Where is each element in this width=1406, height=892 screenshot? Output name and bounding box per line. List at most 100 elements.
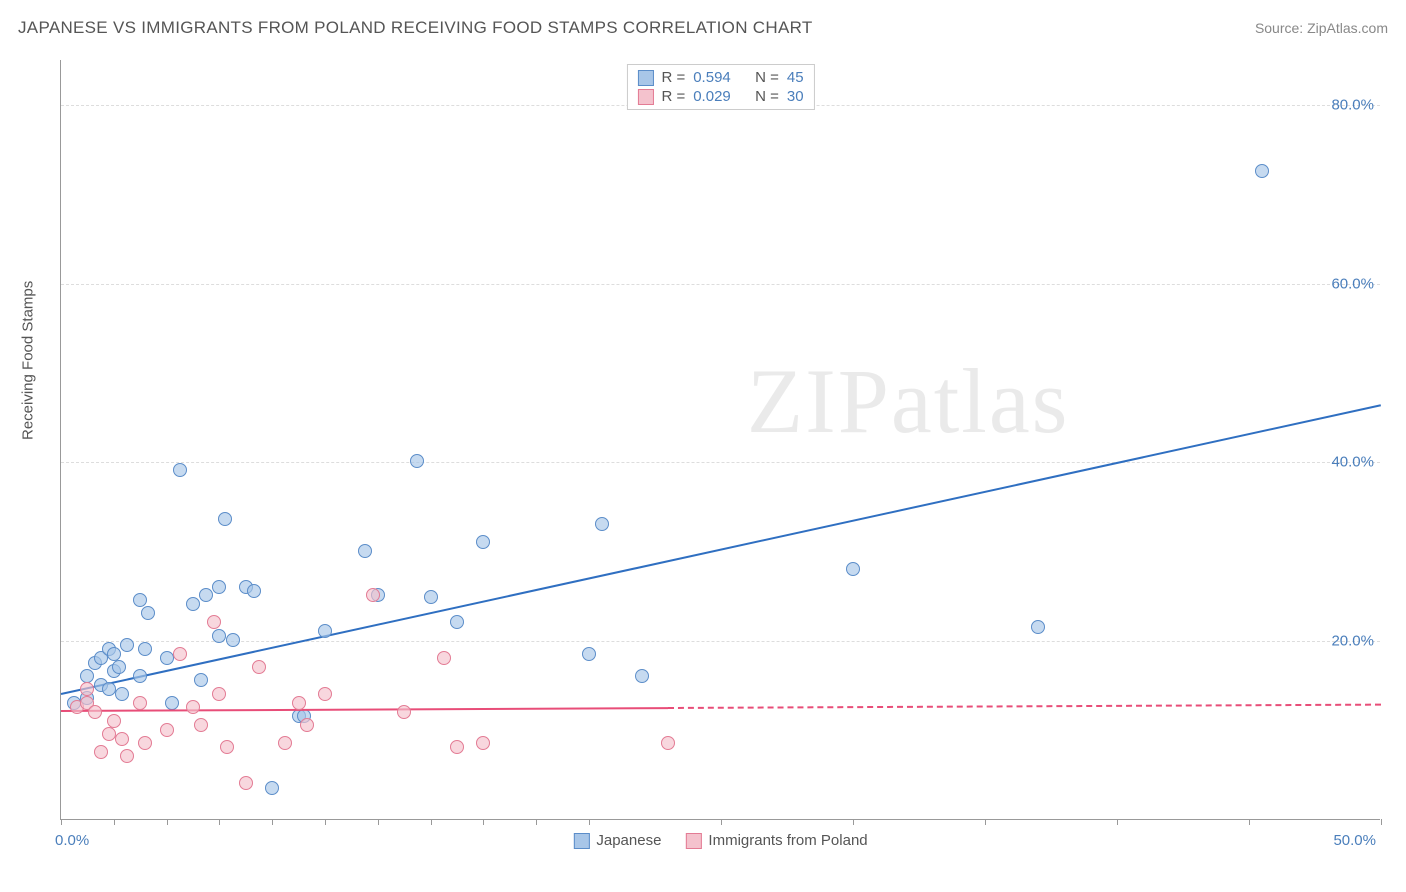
- scatter-plot: ZIPatlas 20.0%40.0%60.0%80.0%R =0.594 N …: [60, 60, 1380, 820]
- data-point-poland: [120, 749, 134, 763]
- data-point-japanese: [218, 512, 232, 526]
- chart-title: JAPANESE VS IMMIGRANTS FROM POLAND RECEI…: [18, 18, 813, 38]
- x-tick: [985, 819, 986, 825]
- trendline-poland-dashed: [668, 704, 1381, 709]
- legend-label: Japanese: [596, 832, 661, 849]
- data-point-poland: [102, 727, 116, 741]
- x-tick: [721, 819, 722, 825]
- n-label: N =: [755, 88, 779, 105]
- data-point-poland: [107, 714, 121, 728]
- data-point-japanese: [173, 463, 187, 477]
- data-point-japanese: [410, 454, 424, 468]
- watermark: ZIPatlas: [747, 348, 1070, 454]
- legend-label: Immigrants from Poland: [708, 832, 867, 849]
- legend-swatch: [637, 89, 653, 105]
- data-point-poland: [239, 776, 253, 790]
- data-point-poland: [160, 723, 174, 737]
- data-point-poland: [450, 740, 464, 754]
- watermark-zip: ZIP: [747, 350, 891, 452]
- legend-swatch: [685, 833, 701, 849]
- data-point-japanese: [635, 669, 649, 683]
- x-tick: [325, 819, 326, 825]
- y-tick-label: 20.0%: [1331, 633, 1374, 650]
- n-value: 45: [787, 69, 804, 86]
- legend-item: Immigrants from Poland: [685, 832, 867, 849]
- data-point-poland: [292, 696, 306, 710]
- x-tick: [1249, 819, 1250, 825]
- data-point-japanese: [102, 682, 116, 696]
- n-label: N =: [755, 69, 779, 86]
- x-tick: [272, 819, 273, 825]
- r-value: 0.594: [693, 69, 731, 86]
- x-tick: [219, 819, 220, 825]
- x-tick: [1381, 819, 1382, 825]
- data-point-poland: [300, 718, 314, 732]
- data-point-japanese: [595, 517, 609, 531]
- r-label: R =: [661, 88, 685, 105]
- y-tick-label: 40.0%: [1331, 454, 1374, 471]
- data-point-japanese: [80, 669, 94, 683]
- data-point-poland: [173, 647, 187, 661]
- data-point-japanese: [120, 638, 134, 652]
- x-tick: [536, 819, 537, 825]
- data-point-japanese: [212, 580, 226, 594]
- data-point-poland: [133, 696, 147, 710]
- data-point-japanese: [318, 624, 332, 638]
- legend-stats-row: R = 0.029 N = 30: [637, 87, 803, 106]
- data-point-poland: [252, 660, 266, 674]
- data-point-poland: [94, 745, 108, 759]
- legend-stats-row: R = 0.594 N = 45: [637, 68, 803, 87]
- data-point-poland: [318, 687, 332, 701]
- legend-swatch: [573, 833, 589, 849]
- data-point-japanese: [450, 615, 464, 629]
- x-tick: [853, 819, 854, 825]
- data-point-japanese: [133, 593, 147, 607]
- data-point-japanese: [265, 781, 279, 795]
- data-point-japanese: [138, 642, 152, 656]
- data-point-poland: [437, 651, 451, 665]
- x-tick: [378, 819, 379, 825]
- watermark-atlas: atlas: [891, 350, 1070, 452]
- legend-item: Japanese: [573, 832, 661, 849]
- data-point-japanese: [186, 597, 200, 611]
- data-point-japanese: [358, 544, 372, 558]
- data-point-japanese: [1255, 164, 1269, 178]
- x-axis-max-label: 50.0%: [1333, 832, 1376, 849]
- data-point-japanese: [582, 647, 596, 661]
- data-point-poland: [212, 687, 226, 701]
- data-point-poland: [278, 736, 292, 750]
- x-tick: [589, 819, 590, 825]
- data-point-japanese: [846, 562, 860, 576]
- data-point-poland: [476, 736, 490, 750]
- data-point-poland: [115, 732, 129, 746]
- gridline: [61, 641, 1380, 642]
- data-point-japanese: [107, 647, 121, 661]
- x-tick: [114, 819, 115, 825]
- data-point-poland: [207, 615, 221, 629]
- data-point-japanese: [133, 669, 147, 683]
- legend-stats: R = 0.594 N = 45 R = 0.029 N = 30: [626, 64, 814, 110]
- data-point-japanese: [476, 535, 490, 549]
- data-point-japanese: [247, 584, 261, 598]
- legend-swatch: [637, 70, 653, 86]
- gridline: [61, 462, 1380, 463]
- data-point-poland: [366, 588, 380, 602]
- x-tick: [483, 819, 484, 825]
- x-tick: [61, 819, 62, 825]
- gridline: [61, 284, 1380, 285]
- data-point-poland: [194, 718, 208, 732]
- data-point-japanese: [424, 590, 438, 604]
- data-point-poland: [186, 700, 200, 714]
- data-point-japanese: [212, 629, 226, 643]
- r-label: R =: [661, 69, 685, 86]
- x-tick: [431, 819, 432, 825]
- data-point-poland: [88, 705, 102, 719]
- data-point-poland: [397, 705, 411, 719]
- data-point-poland: [220, 740, 234, 754]
- x-tick: [1117, 819, 1118, 825]
- header: JAPANESE VS IMMIGRANTS FROM POLAND RECEI…: [18, 18, 1388, 38]
- data-point-japanese: [165, 696, 179, 710]
- data-point-poland: [138, 736, 152, 750]
- n-value: 30: [787, 88, 804, 105]
- r-value: 0.029: [693, 88, 731, 105]
